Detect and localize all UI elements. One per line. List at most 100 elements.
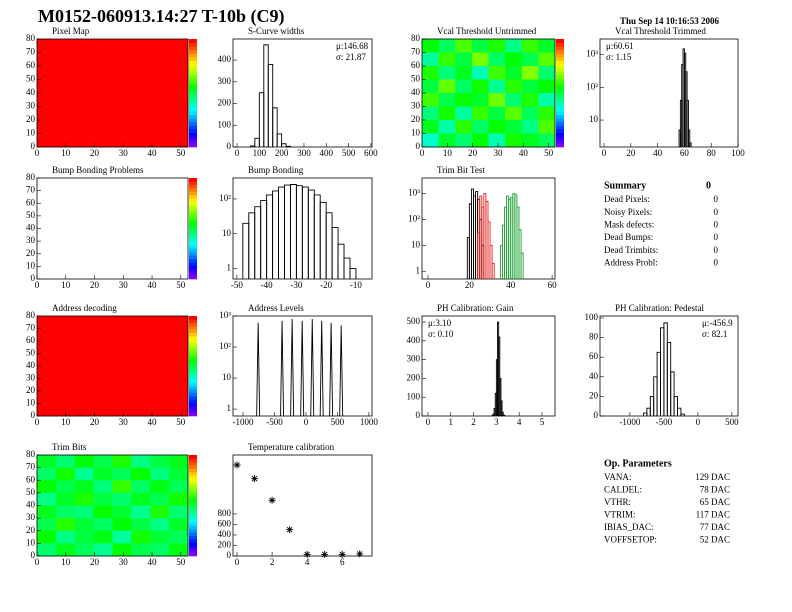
x-tick-label: 500 [342, 148, 356, 158]
heat-cell [131, 518, 151, 532]
y-tick-label: 20 [26, 525, 36, 535]
palette [556, 53, 564, 58]
heat-cell [37, 543, 57, 557]
x-tick-label: 30 [119, 280, 129, 290]
y-tick-label: 80 [26, 172, 36, 182]
palette [189, 542, 197, 547]
x-tick-label: 10 [443, 148, 453, 158]
x-tick-label: 50 [176, 280, 186, 290]
hist-bin [687, 129, 691, 147]
heat-cell [488, 120, 506, 134]
palette [556, 85, 564, 90]
palette [189, 409, 197, 413]
heat-cell [455, 66, 473, 80]
y-tick-label: 20 [589, 390, 599, 400]
y-tick-label: 1 [227, 263, 232, 273]
palette [556, 89, 564, 94]
op-value: 78 DAC [700, 485, 730, 495]
palette [189, 93, 197, 97]
heat-cell [74, 480, 94, 494]
palette [556, 111, 564, 115]
palette [556, 49, 564, 54]
x-tick-label: 50 [176, 557, 186, 567]
palette [189, 399, 197, 403]
palette [556, 78, 564, 83]
palette [189, 518, 197, 523]
x-tick-label: 500 [331, 417, 345, 427]
heat-cell [438, 133, 456, 148]
heat-cell [112, 518, 132, 532]
palette [556, 46, 564, 51]
palette [189, 241, 197, 246]
stats-text: σ: 21.87 [336, 52, 366, 62]
y-tick-label: 40 [26, 223, 36, 233]
x-tick-label: 20 [90, 148, 100, 158]
palette [556, 100, 564, 105]
y-tick-label: 60 [589, 351, 599, 361]
palette [189, 228, 197, 233]
heat-cell [471, 52, 489, 67]
spike [290, 319, 295, 417]
x-tick-label: -1000 [233, 417, 254, 427]
palette [189, 139, 197, 144]
palette [189, 272, 197, 276]
heat-cell [488, 52, 506, 67]
y-tick-label: 40 [411, 87, 421, 97]
spike [300, 320, 305, 417]
palette [189, 221, 197, 226]
y-tick-label: 200 [407, 372, 421, 382]
heat-cell [112, 505, 132, 519]
palette [189, 512, 197, 516]
stats-text: μ:-456.9 [702, 318, 733, 328]
palette [189, 231, 197, 236]
y-tick-label: 10 [222, 372, 232, 382]
palette [189, 392, 197, 397]
op-value: 65 DAC [700, 497, 730, 507]
y-tick-label: 200 [218, 540, 232, 550]
x-tick-label: -10 [350, 280, 362, 290]
palette [189, 42, 197, 47]
palette [189, 100, 197, 105]
heat-cell [131, 492, 151, 506]
summary-label: Dead Trimbits: [604, 245, 658, 255]
y-tick-label: 0 [31, 410, 36, 420]
heat-cell [93, 492, 113, 506]
palette [189, 89, 197, 94]
summary-value: 0 [714, 194, 719, 204]
heat-cell [55, 505, 76, 519]
hist-bin [276, 133, 283, 147]
x-tick-label: 10 [61, 280, 71, 290]
x-tick-label: 60 [680, 148, 690, 158]
summary-label: Dead Pixels: [604, 194, 650, 204]
palette [556, 107, 564, 112]
y-tick-label: 400 [407, 335, 421, 345]
palette [189, 114, 197, 119]
y-tick-label: 10² [586, 81, 598, 91]
hist-bin [489, 244, 493, 279]
palette [189, 258, 197, 263]
palette [189, 136, 197, 141]
palette [556, 64, 564, 69]
palette [189, 339, 197, 343]
palette [189, 475, 197, 479]
palette [189, 49, 197, 54]
star-marker [321, 550, 329, 558]
heat-cell [131, 530, 151, 544]
heat-cell [538, 66, 556, 80]
y-tick-label: 100 [407, 391, 421, 401]
palette [189, 275, 197, 280]
y-tick-label: 80 [26, 449, 36, 459]
x-tick-label: -20 [320, 280, 332, 290]
heat-cell [112, 543, 132, 557]
panel-title: Vcal Threshold Untrimmed [437, 26, 537, 36]
x-tick-label: 0 [696, 417, 701, 427]
x-tick-label: 1 [448, 417, 453, 427]
timestamp: Thu Sep 14 10:16:53 2006 [620, 16, 720, 26]
palette [189, 96, 197, 101]
palette [189, 488, 197, 493]
palette [189, 412, 197, 417]
palette [556, 114, 564, 119]
palette [189, 495, 197, 500]
palette [189, 143, 197, 148]
y-tick-label: 20 [26, 385, 36, 395]
